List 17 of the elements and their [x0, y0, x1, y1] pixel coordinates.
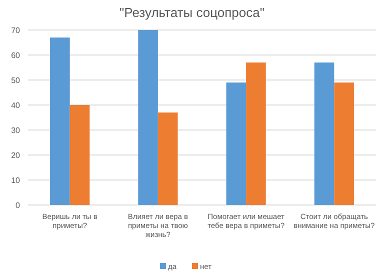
- y-tick-label: 40: [11, 101, 21, 110]
- bar: [70, 105, 90, 205]
- bar: [226, 82, 246, 205]
- y-tick-label: 60: [11, 51, 21, 60]
- y-tick-label: 0: [16, 201, 21, 210]
- bar: [246, 62, 266, 205]
- y-tick-label: 70: [11, 26, 21, 35]
- y-tick-label: 30: [11, 126, 21, 135]
- y-tick-label: 50: [11, 76, 21, 85]
- bar: [158, 112, 178, 205]
- bar: [314, 62, 334, 205]
- bar: [334, 82, 354, 205]
- y-tick-label: 20: [11, 151, 21, 160]
- y-tick-label: 10: [11, 176, 21, 185]
- chart-title: "Результаты соцопроса": [120, 5, 265, 20]
- bar: [138, 30, 158, 205]
- bar: [50, 38, 70, 205]
